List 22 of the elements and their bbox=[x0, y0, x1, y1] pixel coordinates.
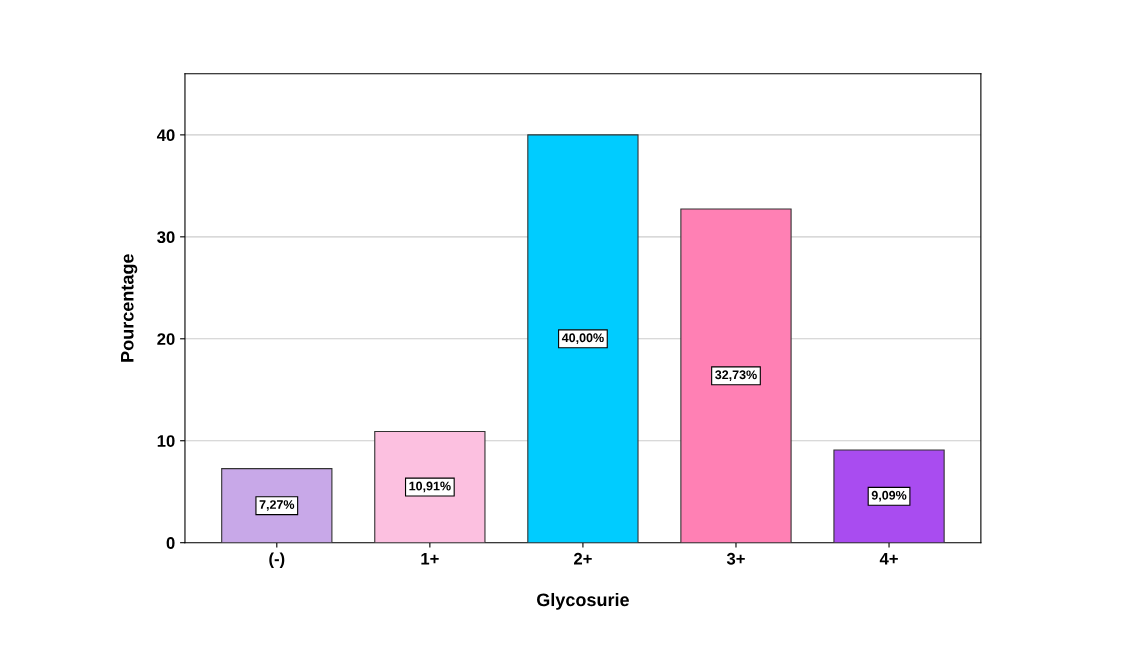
data-label: 10,91% bbox=[409, 481, 451, 493]
bar bbox=[833, 449, 945, 543]
y-tick-label: 40 bbox=[156, 129, 175, 142]
bar bbox=[527, 134, 639, 543]
y-tick-label: 20 bbox=[157, 333, 175, 345]
x-tick-label: (-) bbox=[269, 552, 285, 568]
data-label: 32,73% bbox=[715, 370, 757, 382]
data-label: 9,09% bbox=[871, 490, 907, 502]
data-label: 7,27% bbox=[259, 500, 295, 511]
bar bbox=[374, 430, 486, 543]
y-axis-title: Pourcentage bbox=[121, 254, 138, 362]
x-tick-label: 2+ bbox=[574, 552, 592, 565]
y-tick-label: 0 bbox=[166, 537, 175, 549]
x-tick-label: 1+ bbox=[421, 553, 439, 565]
data-label: 40,00% bbox=[561, 333, 604, 344]
y-tick-label: 30 bbox=[157, 231, 175, 244]
x-tick-label: 3+ bbox=[726, 552, 745, 565]
x-tick-label: 4+ bbox=[879, 553, 898, 565]
y-tick-label: 10 bbox=[157, 435, 175, 447]
x-axis-title: Glycosurie bbox=[537, 592, 629, 610]
bar bbox=[221, 468, 333, 543]
bar bbox=[680, 208, 792, 543]
